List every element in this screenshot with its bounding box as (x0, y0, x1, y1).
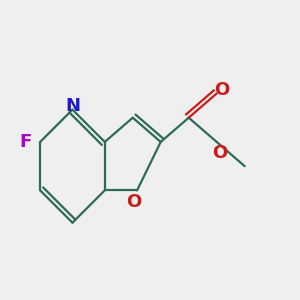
Text: N: N (65, 98, 80, 116)
Text: O: O (126, 193, 142, 211)
Text: F: F (20, 133, 32, 151)
Text: O: O (212, 144, 227, 162)
Text: O: O (214, 81, 229, 99)
